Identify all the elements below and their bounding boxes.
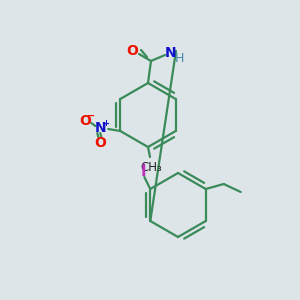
Text: I: I (140, 164, 146, 178)
Text: CH₃: CH₃ (140, 161, 162, 174)
Text: −: − (87, 111, 95, 121)
Text: O: O (79, 114, 91, 128)
Text: O: O (94, 136, 106, 150)
Text: H: H (174, 52, 184, 64)
Text: +: + (102, 119, 109, 128)
Text: N: N (94, 121, 106, 135)
Text: N: N (165, 46, 177, 60)
Text: O: O (126, 44, 138, 58)
